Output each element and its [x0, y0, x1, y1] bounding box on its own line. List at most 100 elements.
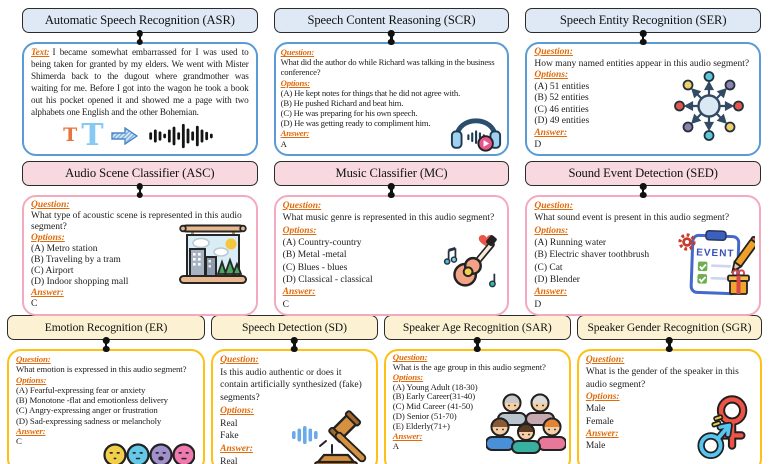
- answer-label: Answer:: [31, 288, 64, 299]
- connector-line: [138, 186, 142, 195]
- options-label: Options:: [534, 225, 569, 236]
- option-d: (D) He was getting ready to compliment h…: [280, 118, 431, 129]
- option-d: (D) Sad-expressing sadness or melancholy: [16, 415, 162, 426]
- question-text: What type of acoustic scene is represent…: [31, 211, 242, 233]
- option-a: (A) Running water: [534, 238, 607, 249]
- option-a: (A) Metro station: [31, 244, 98, 255]
- options-label: Options:: [585, 392, 620, 403]
- row-speech-tasks: Automatic Speech Recognition (ASR) Text:…: [7, 8, 762, 157]
- panel-ser-title: Speech Entity Recognition (SER): [525, 8, 761, 33]
- option-a: (A) Young Adult (18-30): [392, 381, 478, 392]
- panel-sar-body: Question: What is the age group in this …: [383, 349, 571, 464]
- answer-label: Answer:: [534, 287, 568, 298]
- answer-label: Answer:: [585, 429, 619, 440]
- option-d: (D) Blender: [534, 275, 580, 286]
- question-label: Question:: [220, 355, 259, 365]
- option-c: (C) Blues - blues: [282, 262, 348, 273]
- gender-symbols-icon: [697, 395, 748, 459]
- options-label: Options:: [31, 233, 65, 244]
- option-c: (C) He was preparing for his own speech.: [280, 108, 418, 119]
- panel-scr-body: Question: What did the author do while R…: [273, 42, 510, 157]
- panel-er: Emotion Recognition (ER) Question: What …: [7, 315, 206, 464]
- panel-scr: Speech Content Reasoning (SCR) Question:…: [273, 8, 510, 157]
- option-a: (A) 51 entities: [534, 81, 590, 92]
- option-c: (C) Mid Career (41-50): [392, 401, 473, 412]
- answer-text: Real: [220, 456, 238, 464]
- answer-text: A: [280, 138, 287, 149]
- panel-sd: Speech Detection (SD) Question: Is this …: [211, 315, 378, 464]
- entity-hub-icon: [674, 71, 744, 141]
- city-scene-icon: [178, 224, 247, 284]
- option-b: (B) 52 entities: [534, 93, 589, 104]
- waveform-icon: [148, 123, 213, 148]
- question-label: Question:: [31, 200, 70, 210]
- option-d: (D) Indoor shopping mall: [31, 277, 129, 288]
- option-female: Female: [585, 416, 614, 427]
- question-label: Question:: [280, 47, 315, 57]
- panel-er-body: Question: What emotion is expressed in t…: [7, 349, 206, 464]
- connector-line: [390, 33, 393, 42]
- guitar-icon: [444, 235, 498, 288]
- connector-line: [390, 186, 393, 195]
- question-text: How many named entities appear in this a…: [534, 58, 750, 69]
- text-label: Text:: [31, 47, 50, 57]
- headphones-play-icon: [451, 118, 502, 152]
- connector-line: [293, 340, 296, 349]
- panel-sgr-title: Speaker Gender Recognition (SGR): [576, 315, 762, 340]
- panel-asc-title: Audio Scene Classifier (ASC): [22, 161, 258, 186]
- connector-line: [476, 340, 479, 349]
- panel-sgr: Speaker Gender Recognition (SGR) Questio…: [576, 315, 762, 464]
- option-a: (A) He kept notes for things that he did…: [280, 87, 461, 98]
- asr-transcript: I became somewhat embarrassed for I was …: [31, 47, 249, 117]
- option-fake: Fake: [220, 431, 239, 442]
- panel-sed: Sound Event Detection (SED) Question: Wh…: [525, 161, 761, 317]
- options-label: Options:: [280, 77, 310, 88]
- panel-asr-title: Automatic Speech Recognition (ASR): [22, 8, 258, 33]
- options-label: Options:: [392, 371, 424, 382]
- question-text: What is the age group in this audio segm…: [392, 361, 546, 372]
- question-label: Question:: [282, 201, 322, 211]
- letter-t-small: T: [63, 124, 78, 147]
- arrow-right-icon: [110, 126, 138, 145]
- answer-label: Answer:: [280, 128, 310, 139]
- option-real: Real: [220, 418, 238, 429]
- answer-label: Answer:: [16, 425, 46, 436]
- age-group-icon: [485, 393, 566, 454]
- option-e: (E) Elderly(71+): [392, 420, 450, 431]
- answer-text: D: [534, 139, 542, 150]
- question-text: What did the author do while Richard was…: [280, 57, 495, 78]
- answer-label: Answer:: [534, 128, 568, 139]
- question-text: What is the gender of the speaker in thi…: [585, 367, 739, 390]
- option-b: (B) Early Career(31-40): [392, 391, 476, 402]
- options-label: Options:: [16, 374, 47, 385]
- answer-text: C: [16, 436, 22, 447]
- answer-text: Male: [585, 441, 606, 452]
- panel-sar: Speaker Age Recognition (SAR) Question: …: [383, 315, 571, 464]
- option-b: (B) Metal -metal: [282, 250, 347, 261]
- panel-asc: Audio Scene Classifier (ASC) Question: W…: [22, 161, 258, 317]
- option-male: Male: [585, 404, 606, 415]
- panel-ser: Speech Entity Recognition (SER) Question…: [525, 8, 761, 157]
- question-text: Is this audio authentic or does it conta…: [220, 367, 362, 404]
- panel-mc-title: Music Classifier (MC): [273, 161, 510, 186]
- panel-asc-body: Question: What type of acoustic scene is…: [22, 195, 258, 317]
- question-label: Question:: [534, 47, 573, 57]
- panel-mc: Music Classifier (MC) Question: What mus…: [273, 161, 510, 317]
- connector-line: [668, 340, 671, 349]
- connector-line: [641, 186, 645, 195]
- option-c: (C) Angry-expressing anger or frustratio…: [16, 405, 158, 416]
- panel-asr-body: Text: I became somewhat embarrassed for I…: [22, 42, 258, 157]
- answer-label: Answer:: [282, 287, 316, 298]
- connector-line: [104, 340, 108, 349]
- option-a: (A) Fearful-expressing fear or anxiety: [16, 384, 146, 395]
- option-b: (B) Traveling by a tram: [31, 255, 121, 266]
- panel-sed-body: Question: What sound event is present in…: [525, 195, 761, 317]
- letter-t-large: T: [81, 117, 104, 153]
- answer-text: C: [282, 299, 289, 310]
- question-text: What emotion is expressed in this audio …: [16, 364, 187, 375]
- question-label: Question:: [534, 201, 573, 211]
- option-b: (B) He pushed Richard and beat him.: [280, 97, 404, 108]
- option-c: (C) Cat: [534, 262, 563, 273]
